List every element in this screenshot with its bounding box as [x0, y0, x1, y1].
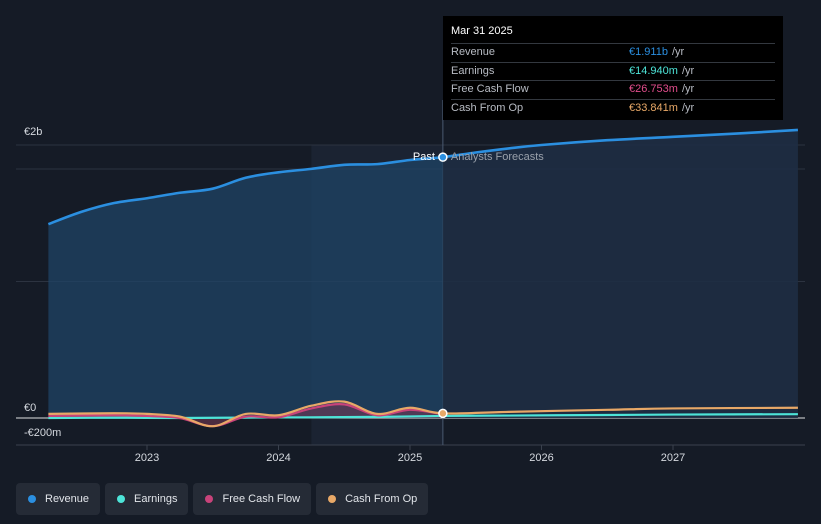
tooltip-row-free-cash-flow: Free Cash Flow €26.753m /yr	[451, 80, 775, 99]
tooltip-unit: /yr	[681, 83, 695, 95]
chart-legend: Revenue Earnings Free Cash Flow Cash Fro…	[16, 483, 429, 515]
tooltip-value: €1.911b	[629, 46, 668, 58]
x-tick-label: 2024	[266, 452, 290, 464]
tooltip-row-cash-from-op: Cash From Op €33.841m /yr	[451, 98, 775, 118]
legend-dot-icon	[28, 495, 36, 503]
x-tick-label: 2026	[529, 452, 553, 464]
legend-dot-icon	[205, 495, 214, 503]
tooltip-label: Revenue	[451, 46, 496, 58]
tooltip-unit: /yr	[681, 101, 695, 114]
tooltip-row-earnings: Earnings €14.940m /yr	[451, 61, 775, 81]
legend-label: Earnings	[134, 493, 178, 505]
free-cash-flow-line	[48, 403, 444, 428]
tooltip-value: €33.841m	[629, 101, 678, 114]
legend-label: Cash From Op	[345, 493, 418, 505]
x-tick-label: 2027	[661, 452, 685, 464]
free-cash-flow-area	[48, 404, 443, 427]
cash-from-op-point	[438, 408, 448, 419]
legend-item-revenue[interactable]: Revenue	[16, 483, 101, 515]
tooltip-date: Mar 31 2025	[451, 25, 513, 37]
data-tooltip: Mar 31 2025 Revenue €1.911b /yr Earnings…	[443, 16, 783, 120]
revenue-area-forecast	[442, 129, 798, 418]
legend-item-earnings[interactable]: Earnings	[105, 483, 189, 515]
legend-label: Free Cash Flow	[222, 493, 301, 505]
tooltip-label: Cash From Op	[451, 101, 524, 114]
tooltip-label: Earnings	[451, 64, 495, 77]
tooltip-label: Free Cash Flow	[451, 83, 529, 95]
forecast-label: Analysts Forecasts	[451, 151, 544, 163]
y-tick-label: -€200m	[24, 427, 61, 439]
earnings-line	[48, 413, 798, 420]
y-tick-label: €0	[24, 402, 36, 414]
legend-dot-icon	[328, 495, 337, 503]
tooltip-unit: /yr	[671, 46, 685, 58]
y-tick-label: €2b	[24, 126, 42, 138]
legend-item-cash-from-op[interactable]: Cash From Op	[316, 483, 429, 515]
tooltip-row-revenue: Revenue €1.911b /yr	[451, 43, 775, 62]
chart-area: €2b €0 -€200m 2023 2024 2025 2026 2027 Past Analy…	[16, 100, 805, 464]
legend-item-free-cash-flow[interactable]: Free Cash Flow	[193, 483, 312, 515]
legend-dot-icon	[117, 495, 126, 503]
tooltip-value: €26.753m	[629, 83, 678, 95]
revenue-area-past	[48, 157, 443, 418]
cash-from-op-line	[48, 400, 798, 428]
legend-label: Revenue	[45, 493, 90, 505]
revenue-line	[47, 128, 798, 226]
x-tick-label: 2023	[135, 452, 159, 464]
revenue-point	[438, 152, 448, 162]
x-tick-label: 2025	[398, 452, 422, 464]
past-label: Past	[413, 151, 435, 163]
tooltip-unit: /yr	[681, 64, 695, 77]
tooltip-value: €14.940m	[629, 64, 678, 77]
